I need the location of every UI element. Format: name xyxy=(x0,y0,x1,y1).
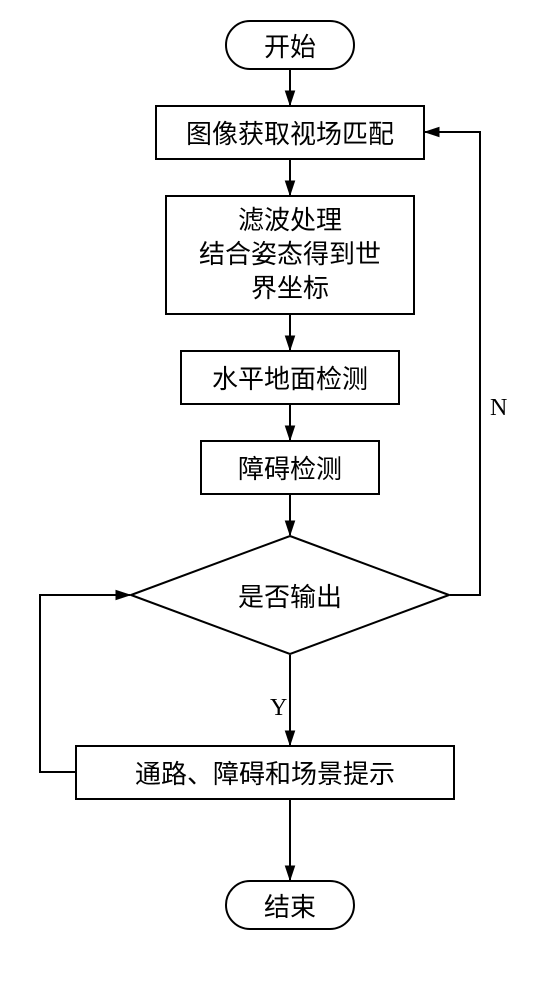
flow-node-end-label: 结束 xyxy=(264,887,316,924)
flow-node-start-label: 开始 xyxy=(264,27,316,64)
flow-node-decide-label: 是否输出 xyxy=(238,577,342,614)
flow-node-ground-label: 水平地面检测 xyxy=(212,359,368,396)
flow-node-filter-label: 滤波处理 结合姿态得到世 界坐标 xyxy=(199,204,381,305)
edge-label-no: N xyxy=(490,395,507,422)
flow-node-obstacle-label: 障碍检测 xyxy=(238,449,342,486)
flow-node-start: 开始 xyxy=(225,20,355,70)
flow-node-filter: 滤波处理 结合姿态得到世 界坐标 xyxy=(165,195,415,315)
edge-label-yes-text: Y xyxy=(270,695,287,721)
flow-node-output-label: 通路、障碍和场景提示 xyxy=(135,754,395,791)
flow-node-acquire: 图像获取视场匹配 xyxy=(155,105,425,160)
flow-node-end: 结束 xyxy=(225,880,355,930)
flow-node-decide: 是否输出 xyxy=(130,535,450,655)
edge-label-yes: Y xyxy=(270,695,287,722)
flow-node-output: 通路、障碍和场景提示 xyxy=(75,745,455,800)
flow-node-obstacle: 障碍检测 xyxy=(200,440,380,495)
flow-node-ground: 水平地面检测 xyxy=(180,350,400,405)
edge-label-no-text: N xyxy=(490,395,507,421)
flow-node-acquire-label: 图像获取视场匹配 xyxy=(186,114,394,151)
